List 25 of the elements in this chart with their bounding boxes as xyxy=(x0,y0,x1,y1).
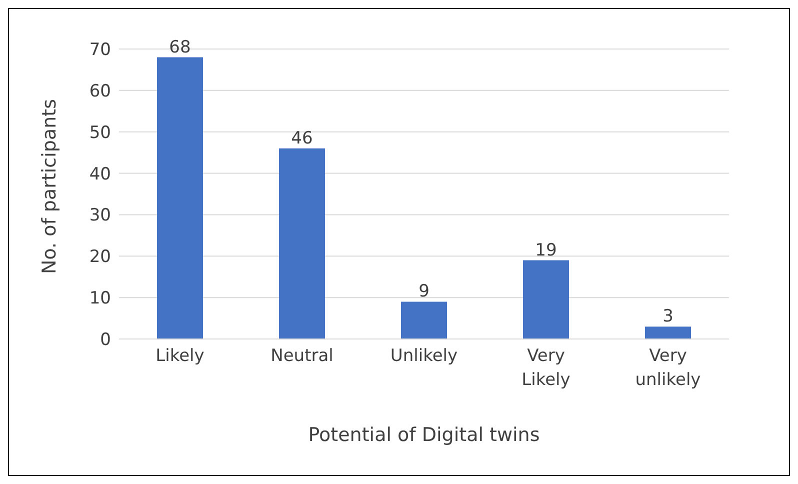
y-tick-label: 20 xyxy=(89,247,111,268)
data-label: 46 xyxy=(291,128,313,148)
y-tick-label: 40 xyxy=(89,164,111,184)
x-tick-label: Very Likely xyxy=(522,346,570,390)
y-tick-label: 0 xyxy=(100,330,111,350)
y-tick-label: 10 xyxy=(89,288,111,309)
bar xyxy=(523,260,569,339)
bar xyxy=(157,57,203,339)
x-axis-title: Potential of Digital twins xyxy=(308,424,540,446)
x-tick-label: Very unlikely xyxy=(635,346,701,390)
y-tick-label: 70 xyxy=(89,40,111,60)
data-label: 68 xyxy=(169,37,191,58)
x-tick-label: Neutral xyxy=(270,346,334,366)
x-tick-label: Likely xyxy=(156,346,204,366)
y-tick-label: 60 xyxy=(89,81,111,102)
data-label: 3 xyxy=(662,306,674,327)
data-label: 9 xyxy=(418,282,430,302)
y-tick-label: 30 xyxy=(89,206,111,226)
data-label: 19 xyxy=(535,240,557,260)
bar xyxy=(401,302,447,339)
bar xyxy=(279,148,325,339)
y-axis-title: No. of participants xyxy=(38,99,61,274)
bar xyxy=(645,326,691,339)
y-tick-label: 50 xyxy=(89,122,111,143)
x-tick-label: Unlikely xyxy=(390,346,458,366)
